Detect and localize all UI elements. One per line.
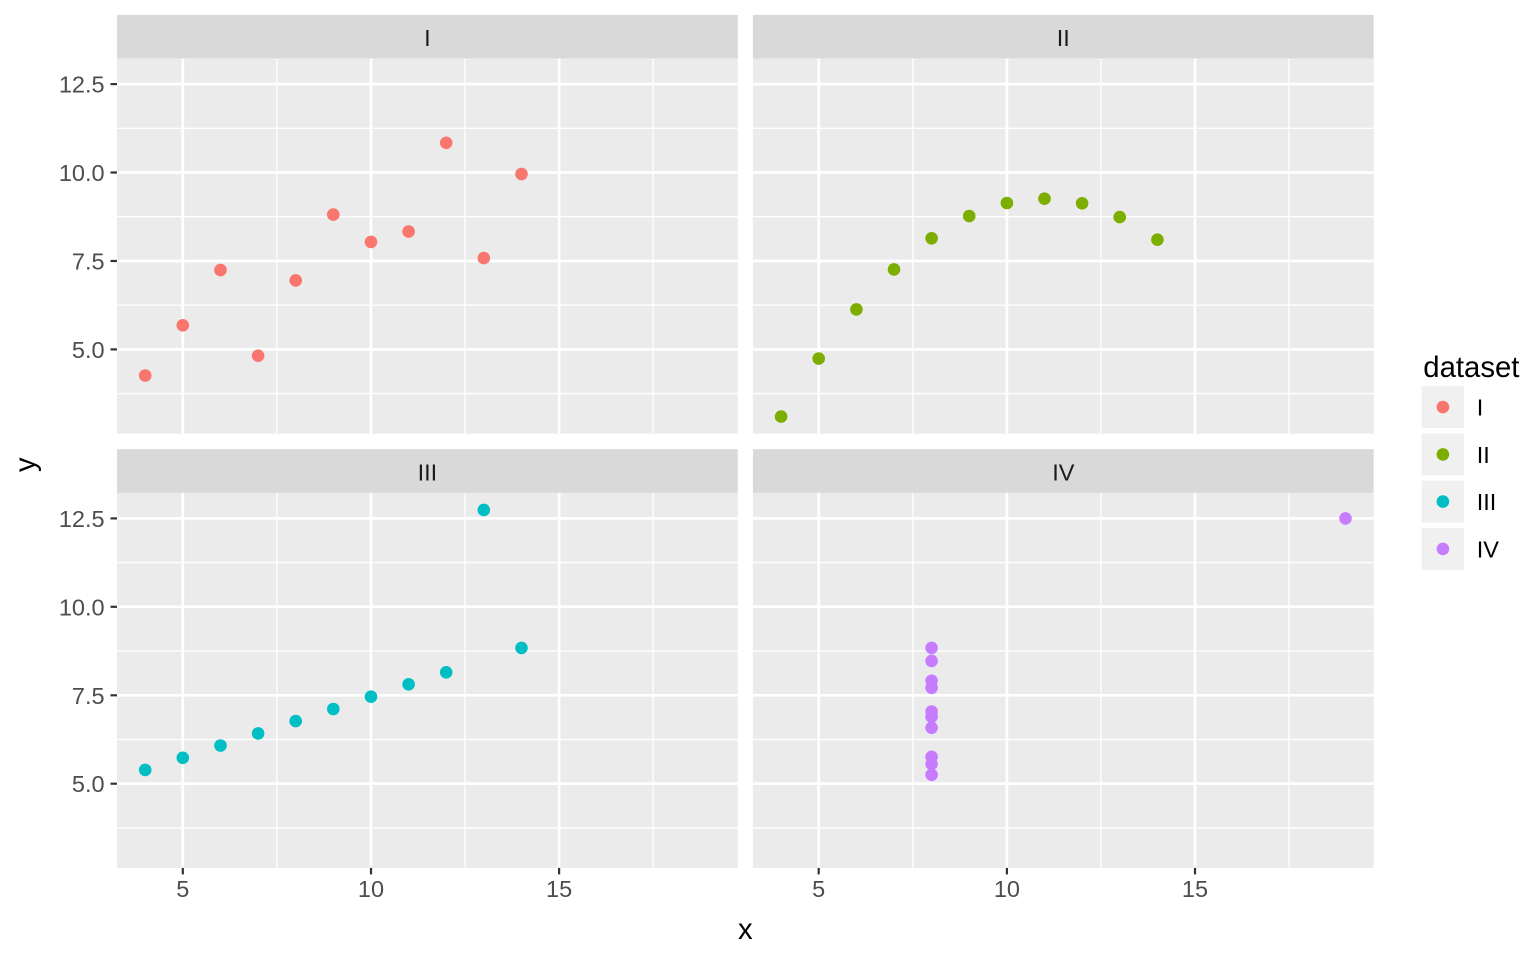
svg-text:II: II (1477, 442, 1490, 468)
svg-text:dataset: dataset (1423, 351, 1519, 384)
svg-text:7.5: 7.5 (72, 249, 105, 275)
svg-text:10.0: 10.0 (59, 160, 105, 186)
svg-text:II: II (1057, 25, 1070, 51)
svg-text:12.5: 12.5 (59, 506, 105, 532)
svg-text:10: 10 (358, 876, 384, 902)
svg-text:10.0: 10.0 (59, 594, 105, 620)
svg-text:IV: IV (1477, 536, 1500, 562)
svg-text:10: 10 (994, 876, 1020, 902)
svg-text:12.5: 12.5 (59, 72, 105, 98)
svg-text:5.0: 5.0 (72, 337, 105, 363)
svg-text:y: y (9, 457, 42, 472)
svg-text:III: III (418, 459, 438, 485)
svg-text:7.5: 7.5 (72, 683, 105, 709)
svg-text:IV: IV (1052, 459, 1075, 485)
svg-text:I: I (1477, 395, 1484, 421)
svg-text:5: 5 (812, 876, 825, 902)
svg-text:5: 5 (176, 876, 189, 902)
svg-text:15: 15 (546, 876, 572, 902)
svg-text:III: III (1477, 489, 1497, 515)
svg-text:5.0: 5.0 (72, 771, 105, 797)
svg-text:15: 15 (1182, 876, 1208, 902)
svg-text:I: I (424, 25, 431, 51)
svg-text:x: x (738, 913, 753, 946)
